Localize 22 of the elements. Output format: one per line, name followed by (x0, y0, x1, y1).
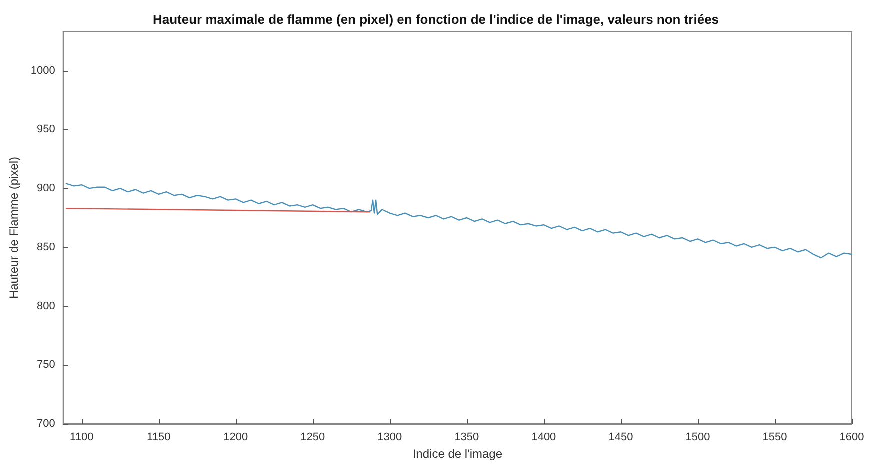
x-tick-label: 1200 (224, 432, 248, 444)
x-tick-label: 1450 (608, 432, 634, 444)
x-tick-label: 1500 (686, 432, 710, 444)
y-tick-label: 950 (37, 124, 56, 136)
y-tick-label: 700 (37, 418, 56, 430)
y-tick-label: 1000 (30, 64, 56, 77)
chart-title: Hauteur maximale de flamme (en pixel) en fonction de l'indice de l'image, valeurs non triées (152, 12, 720, 27)
y-axis-title: Hauteur de Flamme (pixel) (7, 156, 21, 300)
x-tick-label: 1150 (147, 432, 171, 444)
y-tick-label: 800 (37, 300, 56, 312)
x-tick-label: 1400 (532, 432, 556, 444)
x-tick-label: 1350 (454, 432, 480, 444)
x-tick-label: 1250 (300, 432, 326, 444)
x-tick-label: 1300 (378, 432, 402, 444)
line-series (66, 183, 853, 259)
x-axis-title: Indice de l'image (412, 447, 503, 461)
y-tick-label: 900 (37, 182, 56, 195)
x-tick-label: 1550 (762, 432, 788, 444)
x-tick-label: 1100 (70, 432, 94, 444)
y-tick-label: 850 (37, 241, 56, 254)
x-tick-label: 1600 (840, 432, 864, 444)
y-tick-label: 750 (37, 359, 56, 372)
